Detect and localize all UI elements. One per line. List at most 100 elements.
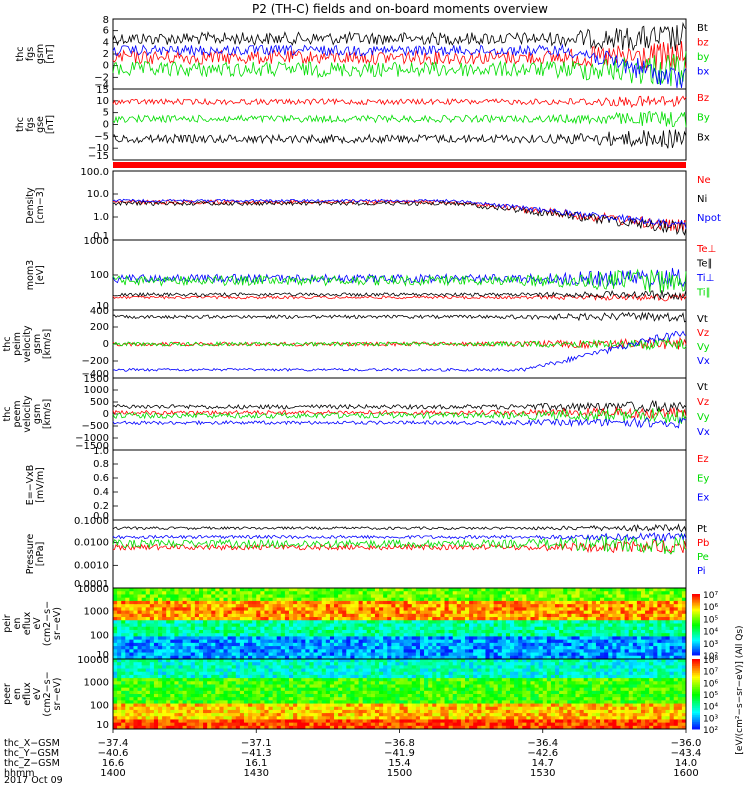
heatmap-cell bbox=[260, 684, 265, 689]
heatmap-cell bbox=[538, 620, 544, 624]
heatmap-cell bbox=[379, 655, 384, 660]
heatmap-cell bbox=[383, 646, 388, 650]
heatmap-cell bbox=[399, 633, 405, 637]
heatmap-cell bbox=[358, 652, 364, 657]
heatmap-cell bbox=[264, 610, 270, 615]
heatmap-cell bbox=[473, 690, 478, 695]
heatmap-cell bbox=[514, 633, 519, 637]
heatmap-cell bbox=[522, 690, 527, 695]
heatmap-cell bbox=[350, 610, 355, 615]
heatmap-cell bbox=[260, 600, 265, 605]
legend-Vy: Vy bbox=[697, 412, 710, 423]
heatmap-cell bbox=[534, 694, 540, 698]
heatmap-cell bbox=[256, 678, 261, 682]
heatmap-cell bbox=[469, 591, 474, 595]
heatmap-cell bbox=[612, 665, 617, 670]
heatmap-cell bbox=[215, 655, 220, 660]
heatmap-cell bbox=[334, 620, 339, 624]
heatmap-cell bbox=[640, 639, 646, 644]
heatmap-cell bbox=[284, 678, 290, 682]
heatmap-cell bbox=[358, 633, 364, 637]
heatmap-cell bbox=[194, 662, 200, 666]
heatmap-cell bbox=[469, 681, 474, 685]
heatmap-cell bbox=[239, 604, 245, 608]
heatmap-cell bbox=[338, 652, 343, 657]
heatmap-cell bbox=[497, 684, 503, 689]
heatmap-cell bbox=[481, 694, 486, 698]
heatmap-cell bbox=[178, 613, 184, 618]
heatmap-cell bbox=[632, 662, 638, 666]
heatmap-cell bbox=[121, 684, 126, 689]
heatmap-cell bbox=[575, 668, 581, 673]
heatmap-cell bbox=[628, 604, 634, 608]
heatmap-cell bbox=[653, 591, 658, 595]
heatmap-cell bbox=[399, 668, 405, 673]
heatmap-cell bbox=[284, 655, 290, 660]
heatmap-cell bbox=[325, 597, 331, 602]
heatmap-cell bbox=[301, 629, 306, 634]
heatmap-cell bbox=[288, 613, 294, 618]
heatmap-cell bbox=[321, 662, 327, 666]
heatmap-cell bbox=[501, 639, 507, 644]
heatmap-cell bbox=[563, 636, 568, 641]
heatmap-cell bbox=[571, 671, 576, 676]
heatmap-cell bbox=[141, 655, 147, 660]
heatmap-cell bbox=[215, 591, 220, 595]
heatmap-cell bbox=[391, 652, 396, 657]
heatmap-cell bbox=[293, 607, 298, 612]
heatmap-cell bbox=[231, 646, 237, 650]
heatmap-cell bbox=[227, 607, 233, 612]
heatmap-cell bbox=[681, 678, 687, 682]
heatmap-cell bbox=[518, 639, 523, 644]
heatmap-cell bbox=[219, 665, 225, 670]
heatmap-cell bbox=[166, 626, 171, 631]
heatmap-cell bbox=[591, 600, 597, 605]
heatmap-cell bbox=[321, 604, 327, 608]
heatmap-cell bbox=[256, 642, 261, 647]
heatmap-cell bbox=[407, 604, 413, 608]
heatmap-cell bbox=[612, 642, 617, 647]
heatmap-cell bbox=[632, 629, 638, 634]
heatmap-cell bbox=[170, 607, 175, 612]
heatmap-cell bbox=[211, 662, 216, 666]
heatmap-cell bbox=[681, 694, 687, 698]
heatmap-cell bbox=[542, 659, 548, 663]
heatmap-cell bbox=[133, 642, 139, 647]
heatmap-cell bbox=[563, 646, 568, 650]
heatmap-cell bbox=[563, 659, 568, 663]
heatmap-cell bbox=[141, 607, 147, 612]
heatmap-cell bbox=[497, 649, 503, 654]
heatmap-cell bbox=[170, 600, 175, 605]
heatmap-cell bbox=[595, 668, 601, 673]
heatmap-cell bbox=[313, 671, 319, 676]
heatmap-cell bbox=[497, 617, 503, 621]
heatmap-cell bbox=[346, 642, 351, 647]
heatmap-cell bbox=[235, 646, 241, 650]
heatmap-cell bbox=[145, 613, 151, 618]
heatmap-cell bbox=[317, 620, 323, 624]
heatmap-cell bbox=[567, 678, 572, 682]
heatmap-cell bbox=[473, 652, 478, 657]
heatmap-cell bbox=[608, 639, 613, 644]
heatmap-cell bbox=[141, 636, 147, 641]
heatmap-cell bbox=[391, 671, 396, 676]
heatmap-cell bbox=[342, 600, 347, 605]
heatmap-cell bbox=[203, 594, 208, 599]
heatmap-cell bbox=[125, 620, 130, 624]
heatmap-cell bbox=[334, 600, 339, 605]
heatmap-cell bbox=[665, 626, 671, 631]
heatmap-cell bbox=[436, 639, 441, 644]
heatmap-cell bbox=[477, 646, 482, 650]
heatmap-cell bbox=[534, 636, 540, 641]
heatmap-cell bbox=[632, 681, 638, 685]
heatmap-cell bbox=[149, 626, 155, 631]
heatmap-cell bbox=[178, 597, 184, 602]
heatmap-cell bbox=[170, 610, 175, 615]
y-axis-label: velocity bbox=[22, 395, 33, 433]
heatmap-cell bbox=[440, 610, 446, 615]
heatmap-cell bbox=[497, 597, 503, 602]
heatmap-cell bbox=[366, 671, 372, 676]
heatmap-cell bbox=[362, 623, 368, 628]
heatmap-cell bbox=[608, 678, 613, 682]
heatmap-cell bbox=[223, 591, 229, 595]
